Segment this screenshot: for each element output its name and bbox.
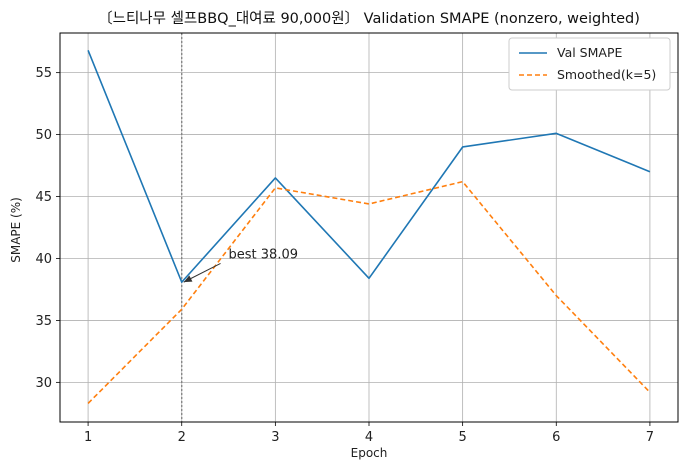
legend-box: [508, 37, 671, 91]
legend-label-smoothed: Smoothed(k=5): [557, 67, 656, 82]
x-tick-label: 2: [178, 430, 186, 445]
series-layer: [87, 50, 651, 404]
y-tick-label: 45: [35, 190, 52, 205]
x-tick-label: 3: [271, 430, 279, 445]
y-tick-label: 50: [35, 128, 52, 143]
annotation-arrowhead: [183, 275, 193, 283]
grid: [60, 33, 678, 422]
legend: Val SMAPE Smoothed(k=5): [508, 37, 671, 91]
chart-title: 〔느티나무 셀프BBQ_대여료 90,000원〕 Validation SMAP…: [98, 10, 640, 27]
y-tick-label: 35: [35, 314, 52, 329]
x-tick-label: 1: [84, 430, 92, 445]
y-axis-title: SMAPE (%): [9, 197, 23, 263]
y-tick-label: 55: [35, 66, 52, 81]
series-line-smoothed: [87, 180, 651, 404]
x-tick-label: 7: [646, 430, 654, 445]
y-tick-label: 30: [35, 376, 52, 391]
series-line-val-smape: [87, 50, 651, 283]
x-tick-label: 6: [552, 430, 560, 445]
x-tick-label: 5: [458, 430, 466, 445]
annotation: best 38.09: [183, 247, 298, 283]
legend-label-val-smape: Val SMAPE: [557, 45, 622, 60]
x-axis-title: Epoch: [351, 446, 388, 460]
y-tick-label: 40: [35, 252, 52, 267]
x-tick-label: 4: [365, 430, 373, 445]
annotation-label: best 38.09: [229, 247, 298, 262]
